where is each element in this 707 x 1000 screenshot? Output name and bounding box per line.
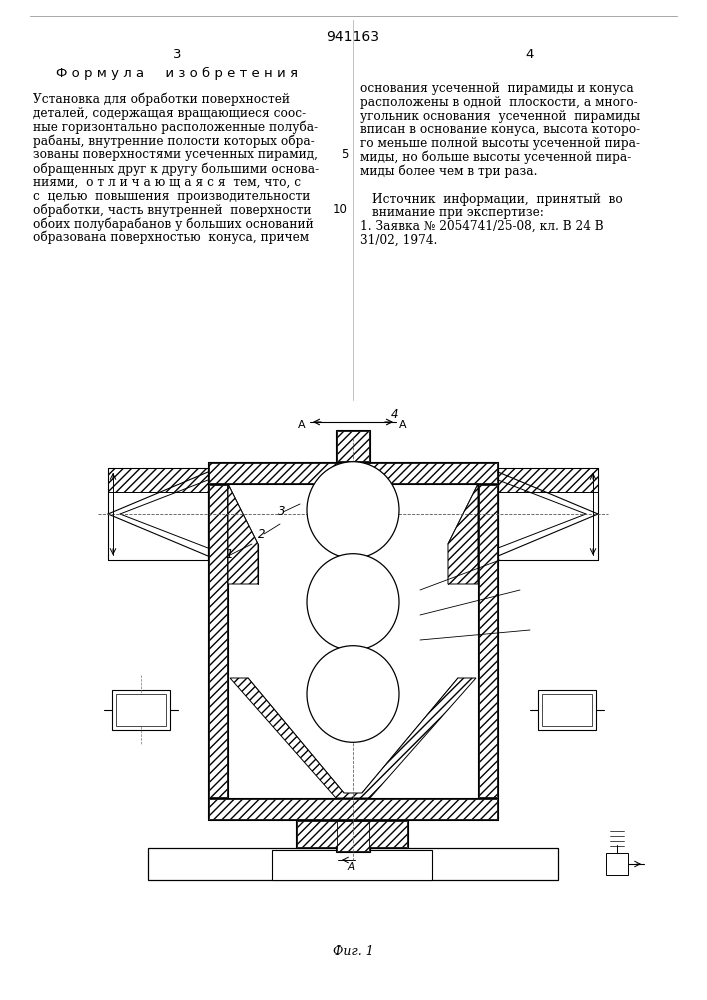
Bar: [296, 820, 408, 848]
Text: A: A: [348, 862, 355, 872]
Text: зованы поверхностями усеченных пирамид,: зованы поверхностями усеченных пирамид,: [33, 148, 318, 161]
Bar: [336, 430, 370, 462]
Text: расположены в одной  плоскости, а много-: расположены в одной плоскости, а много-: [360, 96, 638, 109]
Text: угольник основания  усеченной  пирамиды: угольник основания усеченной пирамиды: [360, 110, 640, 123]
Text: A: A: [399, 420, 407, 430]
Text: 3: 3: [173, 48, 181, 61]
Text: 5: 5: [341, 148, 348, 161]
Text: вписан в основание конуса, высота которо-: вписан в основание конуса, высота которо…: [360, 123, 640, 136]
Text: с  целью  повышения  производительности: с целью повышения производительности: [33, 190, 310, 203]
Text: образована поверхностью  конуса, причем: образована поверхностью конуса, причем: [33, 231, 309, 244]
Text: Источник  информации,  принятый  во: Источник информации, принятый во: [372, 193, 623, 206]
Bar: [479, 485, 497, 797]
Bar: [209, 485, 227, 797]
Text: основания усеченной  пирамиды и конуса: основания усеченной пирамиды и конуса: [360, 82, 633, 95]
Text: 941163: 941163: [327, 30, 380, 44]
Polygon shape: [230, 678, 476, 798]
Text: 1: 1: [225, 548, 233, 561]
Bar: [337, 821, 369, 851]
Bar: [542, 694, 592, 726]
Text: 3: 3: [278, 505, 286, 518]
Bar: [606, 853, 628, 875]
Text: 1. Заявка № 2054741/25-08, кл. B 24 B: 1. Заявка № 2054741/25-08, кл. B 24 B: [360, 220, 604, 233]
Bar: [108, 468, 208, 492]
Text: Фиг. 1: Фиг. 1: [332, 945, 373, 958]
Bar: [498, 468, 598, 492]
Text: го меньше полной высоты усеченной пира-: го меньше полной высоты усеченной пира-: [360, 137, 640, 150]
Text: Установка для обработки поверхностей: Установка для обработки поверхностей: [33, 93, 290, 106]
Text: 4: 4: [391, 408, 399, 421]
Text: A: A: [298, 420, 305, 430]
Ellipse shape: [307, 646, 399, 742]
Text: 2: 2: [258, 528, 266, 541]
Text: миды более чем в три раза.: миды более чем в три раза.: [360, 165, 537, 178]
Polygon shape: [448, 484, 478, 584]
Ellipse shape: [307, 554, 399, 650]
Bar: [209, 799, 497, 819]
Text: миды, но больше высоты усеченной пира-: миды, но больше высоты усеченной пира-: [360, 151, 631, 164]
Text: ные горизонтально расположенные полуба-: ные горизонтально расположенные полуба-: [33, 121, 318, 134]
Bar: [337, 431, 369, 461]
Bar: [148, 848, 558, 880]
Bar: [272, 850, 432, 880]
Bar: [538, 690, 596, 730]
Text: 31/02, 1974.: 31/02, 1974.: [360, 234, 438, 247]
Bar: [208, 462, 498, 484]
Text: внимание при экспертизе:: внимание при экспертизе:: [372, 206, 544, 219]
Bar: [336, 820, 370, 852]
Text: обоих полубарабанов у больших оснований: обоих полубарабанов у больших оснований: [33, 217, 314, 231]
Bar: [209, 463, 497, 483]
Bar: [297, 821, 407, 847]
Text: 10: 10: [333, 203, 348, 216]
Text: 4: 4: [526, 48, 534, 61]
Text: деталей, содержащая вращающиеся соос-: деталей, содержащая вращающиеся соос-: [33, 107, 306, 120]
Text: ниями,  о т л и ч а ю щ а я с я  тем, что, с: ниями, о т л и ч а ю щ а я с я тем, что,…: [33, 176, 301, 189]
Text: обращенных друг к другу большими основа-: обращенных друг к другу большими основа-: [33, 162, 319, 176]
Text: обработки, часть внутренней  поверхности: обработки, часть внутренней поверхности: [33, 203, 312, 217]
Bar: [112, 690, 170, 730]
Polygon shape: [228, 484, 258, 584]
Text: Ф о р м у л а     и з о б р е т е н и я: Ф о р м у л а и з о б р е т е н и я: [56, 67, 298, 80]
Bar: [116, 694, 166, 726]
Text: рабаны, внутренние полости которых обра-: рабаны, внутренние полости которых обра-: [33, 134, 315, 148]
Ellipse shape: [307, 462, 399, 558]
